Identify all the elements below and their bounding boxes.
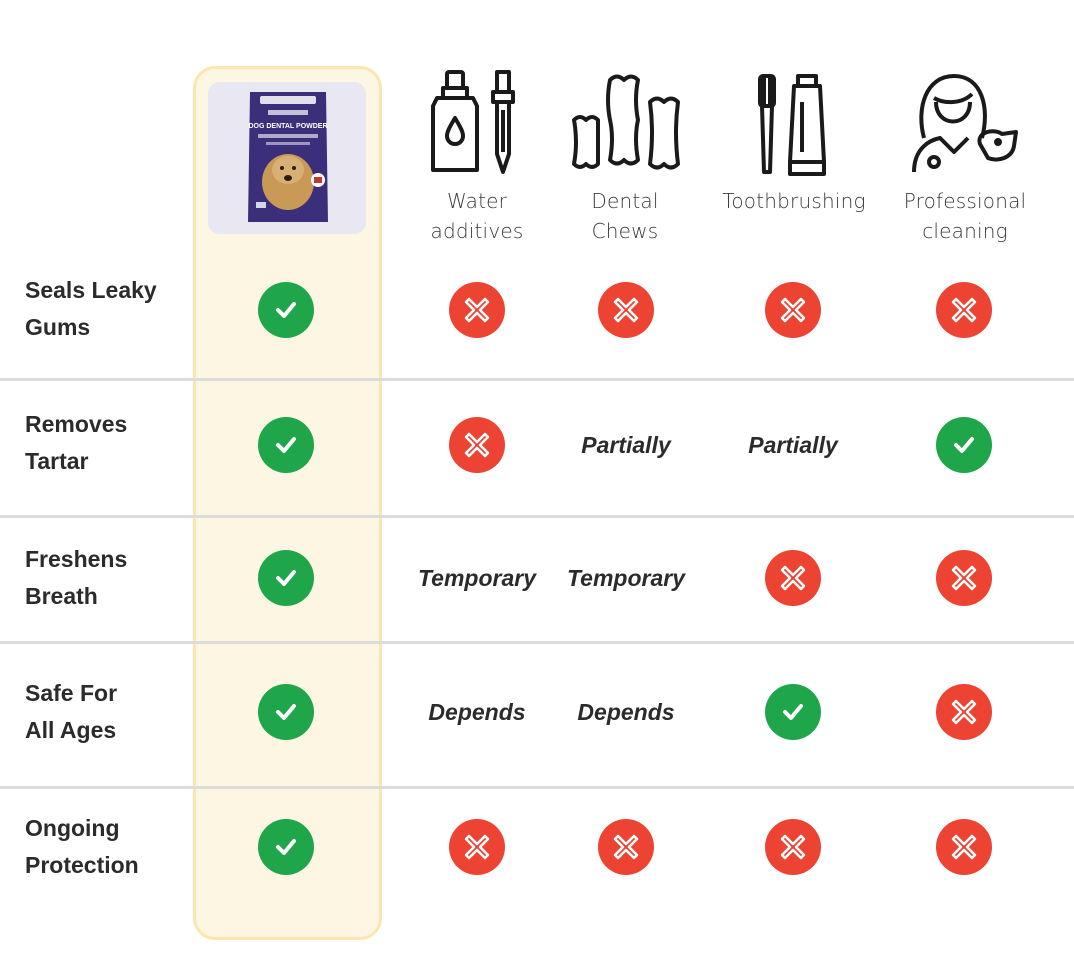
comparison-cell [703, 682, 883, 742]
row-label-line: Seals Leaky [25, 277, 157, 303]
pouch-title-text: DOG DENTAL POWDER [248, 123, 327, 130]
cross-icon [765, 819, 821, 875]
column-header-water-additives: Water additives [387, 60, 567, 246]
cross-icon [449, 417, 505, 473]
comparison-cell [874, 682, 1054, 742]
row-label-line: Freshens [25, 546, 128, 572]
row-label-seals-leaky-gums: Seals Leaky Gums [25, 272, 195, 346]
row-label-line: Gums [25, 314, 91, 340]
product-image: DOG DENTAL POWDER [208, 82, 366, 234]
check-icon [258, 550, 314, 606]
cross-icon [936, 282, 992, 338]
column-label-line: additives [430, 219, 524, 243]
comparison-cell [196, 548, 376, 608]
comparison-cell [387, 817, 567, 877]
check-icon [936, 417, 992, 473]
row-label-freshens-breath: Freshens Breath [25, 541, 195, 615]
check-icon [765, 684, 821, 740]
comparison-cell [387, 280, 567, 340]
cell-text: Depends [577, 698, 675, 725]
cell-text: Temporary [417, 564, 537, 591]
cross-icon [598, 819, 654, 875]
cell-text: Temporary [566, 564, 686, 591]
column-label-line: Chews [591, 219, 659, 243]
check-icon [258, 282, 314, 338]
comparison-cell [387, 415, 567, 475]
cross-icon [598, 282, 654, 338]
cell-text: Partially [748, 431, 838, 458]
row-label-ongoing-protection: Ongoing Protection [25, 810, 195, 884]
cross-icon [936, 819, 992, 875]
comparison-cell [874, 548, 1054, 608]
row-label-safe-for-all-ages: Safe For All Ages [25, 675, 195, 749]
column-header-dental-chews: Dental Chews [535, 60, 715, 246]
row-divider [0, 786, 1074, 789]
comparison-cell-text: Partially [536, 415, 716, 475]
comparison-cell [874, 280, 1054, 340]
cross-icon [449, 819, 505, 875]
row-label-line: All Ages [25, 717, 117, 743]
row-label-line: Breath [25, 583, 98, 609]
comparison-cell [874, 415, 1054, 475]
cross-icon [936, 684, 992, 740]
comparison-cell [703, 817, 883, 877]
check-icon [258, 684, 314, 740]
cross-icon [936, 550, 992, 606]
comparison-cell [536, 817, 716, 877]
row-label-line: Removes [25, 411, 128, 437]
row-divider [0, 641, 1074, 644]
row-label-line: Tartar [25, 448, 89, 474]
comparison-cell [196, 415, 376, 475]
toothbrush-paste-icon [704, 60, 884, 178]
cross-icon [765, 282, 821, 338]
comparison-cell [196, 280, 376, 340]
row-label-line: Protection [25, 852, 139, 878]
cell-text: Partially [581, 431, 671, 458]
cross-icon [449, 282, 505, 338]
column-label-line: cleaning [922, 219, 1008, 243]
check-icon [258, 819, 314, 875]
comparison-cell [703, 280, 883, 340]
column-header-professional-cleaning: Professional cleaning [875, 60, 1055, 246]
comparison-cell-text: Depends [536, 682, 716, 742]
comparison-cell [196, 682, 376, 742]
comparison-cell-text: Temporary [387, 548, 567, 608]
dental-chews-icon [535, 60, 715, 178]
dropper-bottle-icon [387, 60, 567, 178]
comparison-cell-text: Temporary [536, 548, 716, 608]
column-label-line: Dental [591, 189, 659, 213]
row-label-removes-tartar: Removes Tartar [25, 406, 195, 480]
cell-text: Depends [428, 698, 526, 725]
comparison-cell [196, 817, 376, 877]
row-divider [0, 515, 1074, 518]
comparison-cell [874, 817, 1054, 877]
cross-icon [765, 550, 821, 606]
row-label-line: Ongoing [25, 815, 120, 841]
vet-with-dog-icon [875, 60, 1055, 178]
row-divider [0, 378, 1074, 381]
column-label-line: Water [446, 189, 508, 213]
comparison-cell-text: Depends [387, 682, 567, 742]
check-icon [258, 417, 314, 473]
column-label-line: Professional [903, 189, 1027, 213]
column-header-toothbrushing: Toothbrushing [704, 60, 884, 216]
row-label-line: Safe For [25, 680, 118, 706]
comparison-cell [536, 280, 716, 340]
comparison-cell-text: Partially [703, 415, 883, 475]
comparison-cell [703, 548, 883, 608]
column-label-line: Toothbrushing [722, 189, 866, 213]
